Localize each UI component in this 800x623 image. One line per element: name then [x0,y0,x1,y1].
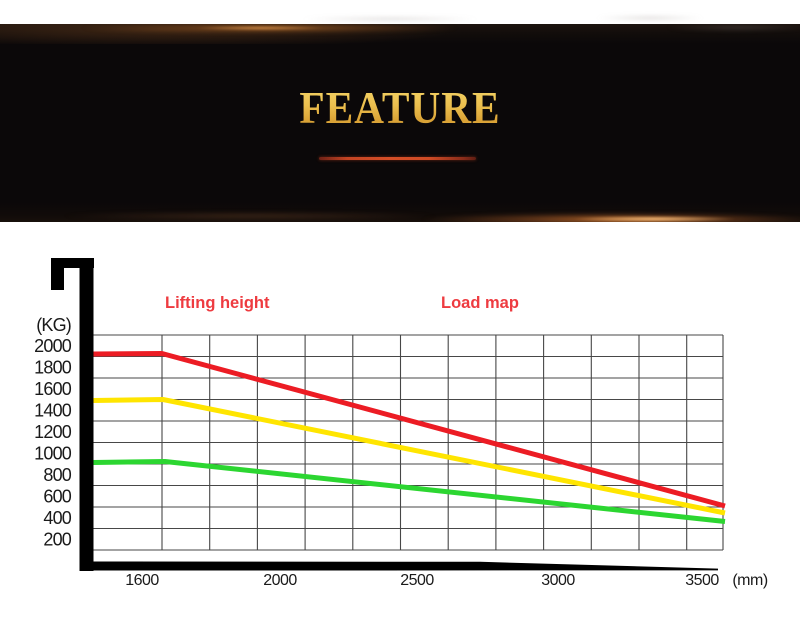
svg-text:2500: 2500 [400,572,434,589]
svg-text:400: 400 [43,508,71,528]
svg-text:(mm): (mm) [732,572,767,589]
svg-text:1600: 1600 [125,572,159,589]
svg-text:1200: 1200 [34,422,72,442]
svg-text:1000: 1000 [34,444,72,464]
svg-text:1800: 1800 [34,358,72,378]
svg-text:2000: 2000 [263,572,297,589]
svg-text:600: 600 [43,487,71,507]
svg-text:(KG): (KG) [36,315,71,335]
svg-text:3500: 3500 [685,572,719,589]
svg-text:3000: 3000 [541,572,575,589]
svg-text:2000: 2000 [34,336,72,356]
svg-text:200: 200 [43,530,71,550]
svg-text:Load map: Load map [441,294,519,312]
svg-text:Lifting height: Lifting height [165,294,270,312]
svg-text:800: 800 [43,465,71,485]
svg-text:1600: 1600 [34,379,72,399]
svg-text:1400: 1400 [34,401,72,421]
